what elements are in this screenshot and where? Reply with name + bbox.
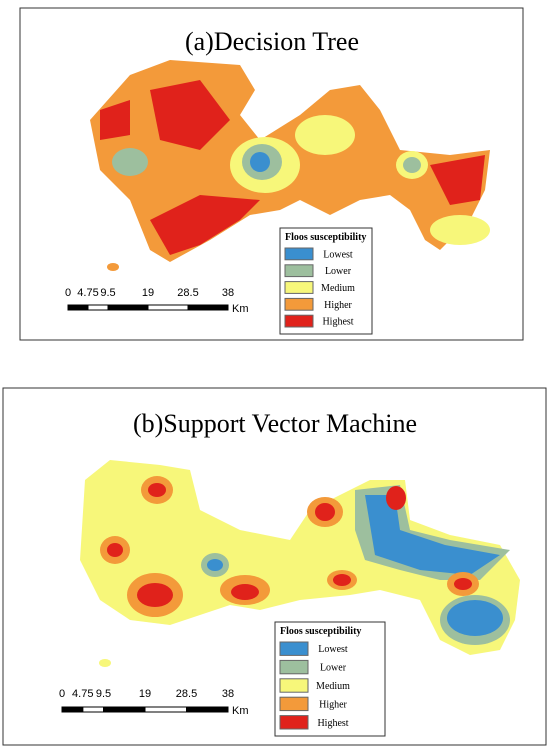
legend-swatch: [279, 659, 309, 675]
scale-segment: [82, 706, 104, 713]
legend-swatch: [284, 314, 314, 328]
legend-label: Higher: [324, 300, 352, 311]
scale-label: 9.5: [100, 287, 115, 299]
legend-label: Highest: [322, 317, 353, 328]
panel-title: (a)Decision Tree: [185, 27, 359, 56]
scale-label: 19: [142, 287, 154, 299]
legend-label: Medium: [321, 283, 355, 294]
panel-title: (b)Support Vector Machine: [133, 409, 417, 438]
legend-label: Medium: [316, 681, 350, 692]
scale-unit: Km: [232, 303, 249, 315]
legend-swatch: [284, 247, 314, 261]
legend-swatch: [284, 297, 314, 311]
legend-label: Higher: [319, 699, 347, 710]
legend-title: Floos susceptibility: [280, 626, 361, 637]
scale-label: 0: [59, 688, 65, 700]
map: [80, 460, 520, 667]
scale-label: 4.75: [77, 287, 98, 299]
scale-label: 38: [222, 688, 234, 700]
legend-swatch: [279, 641, 309, 656]
scale-label: 38: [222, 287, 234, 299]
scale-segment: [67, 304, 89, 311]
legend-label: Lower: [325, 266, 352, 277]
scale-segment: [186, 706, 229, 713]
legend-swatch: [279, 715, 309, 730]
legend-swatch: [284, 281, 314, 294]
scale-segment: [147, 304, 189, 311]
legend-title: Floos susceptibility: [285, 232, 366, 243]
scale-segment: [107, 304, 149, 311]
scale-label: 28.5: [176, 688, 197, 700]
map: [90, 60, 490, 271]
legend-label: Lowest: [323, 249, 353, 260]
scale-label: 9.5: [96, 688, 111, 700]
scale-segment: [61, 706, 84, 713]
scale-label: 4.75: [72, 688, 93, 700]
scale-label: 28.5: [177, 287, 198, 299]
scale-segment: [187, 304, 229, 311]
legend-label: Highest: [317, 718, 348, 729]
legend-swatch: [279, 678, 309, 693]
scale-unit: Km: [232, 705, 249, 717]
scale-segment: [87, 304, 109, 311]
legend-swatch: [279, 696, 309, 712]
scale-segment: [144, 706, 187, 713]
legend-label: Lowest: [318, 644, 348, 655]
scale-label: 0: [65, 287, 71, 299]
scale-segment: [103, 706, 146, 713]
legend-swatch: [284, 264, 314, 278]
scale-label: 19: [139, 688, 151, 700]
legend-label: Lower: [320, 663, 347, 674]
